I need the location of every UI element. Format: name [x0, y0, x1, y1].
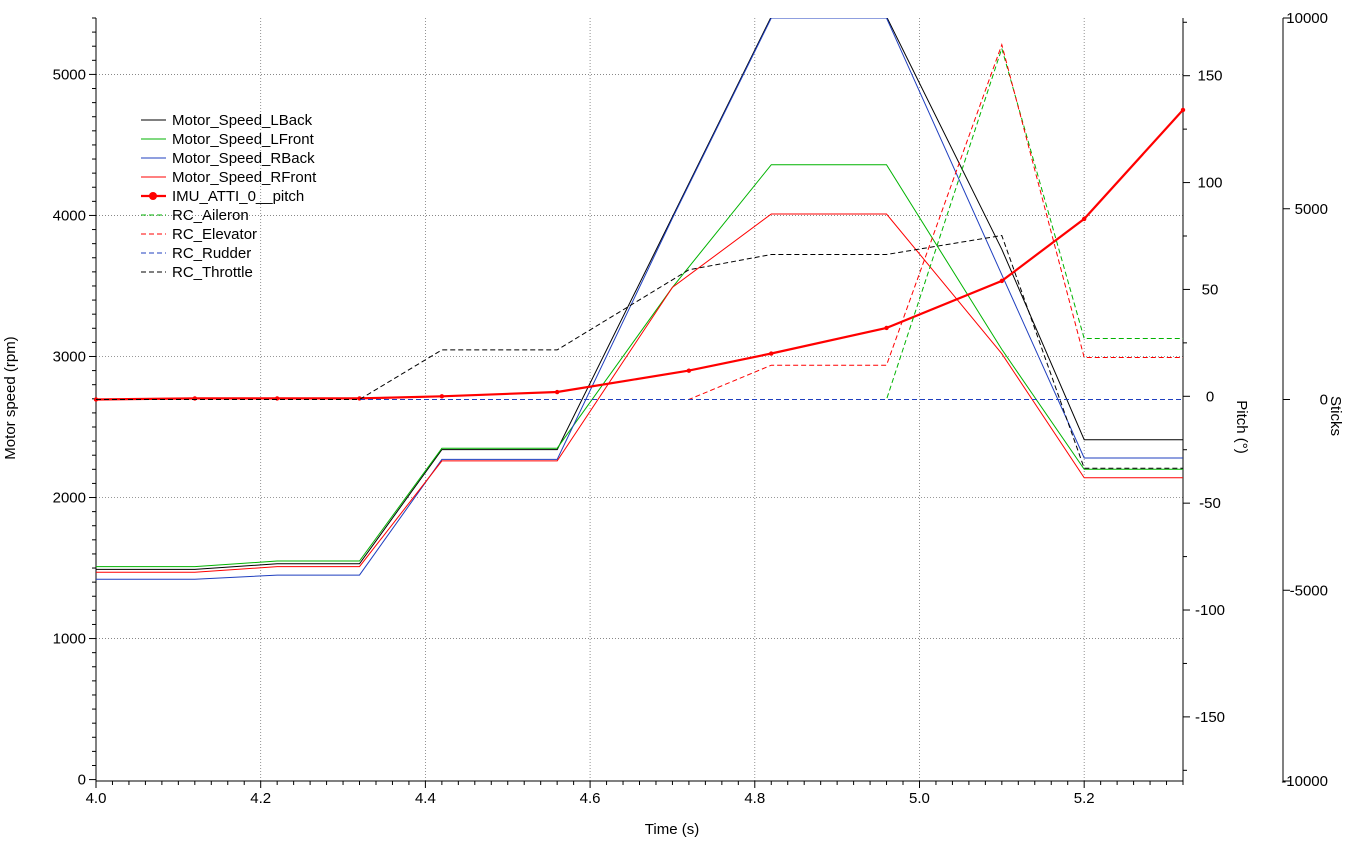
y-left-tick-label: 2000	[53, 490, 86, 507]
x-tick-label: 4.8	[744, 790, 765, 807]
y-pitch-tick-label: -150	[1195, 709, 1225, 726]
y-pitch-tick-label: 100	[1197, 175, 1222, 192]
pitch-point	[439, 394, 445, 399]
y-sticks-tick-label: 10000	[1286, 10, 1328, 27]
y-sticks-tick-label: 5000	[1295, 201, 1328, 218]
series-line-motor-speed-rback	[96, 18, 1183, 580]
legend-label: RC_Throttle	[172, 264, 253, 281]
y-left-tick-label: 3000	[53, 348, 86, 365]
y-pitch-tick-label: -100	[1195, 602, 1225, 619]
y-pitch-tick-label: -50	[1199, 495, 1221, 512]
series-line-rc-elevator	[96, 43, 1183, 400]
pitch-point	[1180, 107, 1186, 113]
y-pitch-tick-label: 50	[1202, 281, 1219, 298]
x-tick-label: 4.4	[415, 790, 436, 807]
series-line-motor-speed-lfront	[96, 164, 1183, 568]
y-axis-left-label: Motor speed (rpm)	[2, 336, 19, 459]
legend-label: IMU_ATTI_0__pitch	[172, 188, 304, 205]
series-area	[93, 18, 1186, 580]
y-left-tick-label: 4000	[53, 207, 86, 224]
y-sticks-tick-label: 0	[1320, 392, 1328, 409]
legend: Motor_Speed_LBack Motor_Speed_LFront Motor…	[141, 112, 317, 281]
y-axis-sticks-label: Sticks	[1327, 396, 1344, 436]
x-tick-label: 4.0	[86, 790, 107, 807]
y-left-tick-label: 0	[78, 772, 86, 789]
y-pitch-tick-label: 150	[1197, 68, 1222, 85]
pitch-point	[686, 368, 692, 373]
legend-label: Motor_Speed_RFront	[172, 169, 317, 186]
pitch-point	[999, 278, 1005, 284]
y-axis-pitch-label: Pitch (°)	[1233, 400, 1250, 454]
y-sticks-tick-label: -5000	[1290, 582, 1328, 599]
legend-label: Motor_Speed_LFront	[172, 131, 315, 148]
y-left-tick-label: 1000	[53, 631, 86, 648]
y-left-tick-label: 5000	[53, 66, 86, 83]
x-tick-label: 5.2	[1074, 790, 1095, 807]
y-sticks-tick-label: -10000	[1281, 773, 1328, 790]
legend-label: Motor_Speed_LBack	[172, 112, 313, 129]
legend-marker	[149, 192, 157, 200]
pitch-point	[1081, 216, 1087, 222]
axes: 4.0 4.2 4.4 4.6 4.8 5.0 5.20100020003000400050…	[53, 10, 1328, 807]
y-pitch-tick-label: 0	[1206, 388, 1214, 405]
x-tick-label: 5.0	[909, 790, 930, 807]
legend-label: Motor_Speed_RBack	[172, 150, 315, 167]
pitch-point	[884, 325, 889, 331]
legend-label: RC_Elevator	[172, 226, 257, 243]
legend-label: RC_Aileron	[172, 207, 249, 224]
series-line-rc-aileron	[96, 46, 1183, 400]
series-line-imu-atti-0-pitch	[96, 109, 1183, 401]
x-tick-label: 4.6	[580, 790, 601, 807]
x-tick-label: 4.2	[250, 790, 271, 807]
series-line-motor-speed-lback	[96, 18, 1183, 570]
series-line-rc-throttle	[96, 234, 1183, 469]
series-line-motor-speed-rfront	[96, 213, 1183, 573]
pitch-point	[554, 389, 560, 395]
x-axis-label: Time (s)	[645, 821, 699, 838]
legend-label: RC_Rudder	[172, 245, 251, 262]
pitch-point	[769, 351, 774, 356]
